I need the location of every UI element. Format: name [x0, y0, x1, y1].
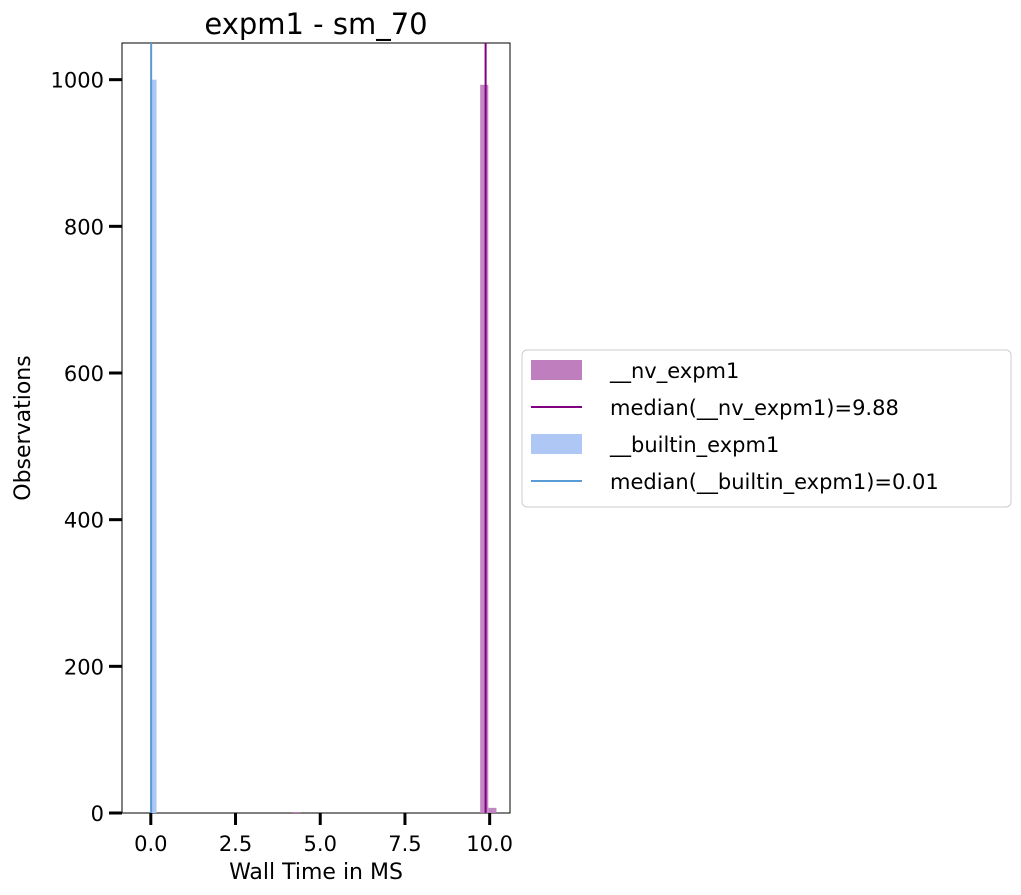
- x-axis-label: Wall Time in MS: [229, 860, 403, 885]
- plot-frame: [121, 42, 511, 814]
- x-tick-label-3: 7.5: [388, 832, 421, 856]
- legend-swatch-2: [531, 434, 582, 454]
- x-tick-label-4: 10.0: [466, 832, 513, 856]
- histogram-bars: [150, 79, 497, 814]
- bar-builtinexpm1-0: [150, 79, 157, 813]
- x-tick-label-2: 5.0: [304, 832, 337, 856]
- bar-nvexpm1-2: [488, 807, 497, 813]
- bar-nvexpm1-1: [480, 84, 489, 814]
- median-lines: [150, 43, 487, 813]
- y-axis-label: Observations: [11, 355, 36, 500]
- y-tick-label-4: 800: [64, 215, 104, 239]
- legend-label-2: __builtin_expm1: [609, 433, 779, 458]
- y-tick-label-5: 1000: [51, 69, 104, 93]
- plot-area: [121, 42, 511, 814]
- y-tick-label-3: 600: [64, 362, 104, 386]
- legend-label-3: median(__builtin_expm1)=0.01: [610, 470, 939, 495]
- bar-nvexpm1-0: [292, 812, 301, 813]
- y-tick-label-1: 200: [64, 655, 104, 679]
- legend-label-1: median(__nv_expm1)=9.88: [610, 396, 899, 421]
- legend-frame: [521, 349, 1012, 508]
- y-tick-label-0: 0: [91, 802, 104, 826]
- x-tick-label-0: 0.0: [134, 832, 167, 856]
- y-tick-label-2: 400: [64, 509, 104, 533]
- legend-swatch-0: [531, 360, 582, 380]
- y-axis: 0 200 400 600 800 1000: [51, 69, 122, 826]
- legend: __nv_expm1 median(__nv_expm1)=9.88 __built…: [521, 349, 1012, 508]
- x-axis: 0.0 2.5 5.0 7.5 10.0: [134, 813, 513, 856]
- legend-label-0: __nv_expm1: [609, 359, 739, 384]
- chart-title: expm1 - sm_70: [204, 7, 427, 41]
- x-tick-label-1: 2.5: [219, 832, 252, 856]
